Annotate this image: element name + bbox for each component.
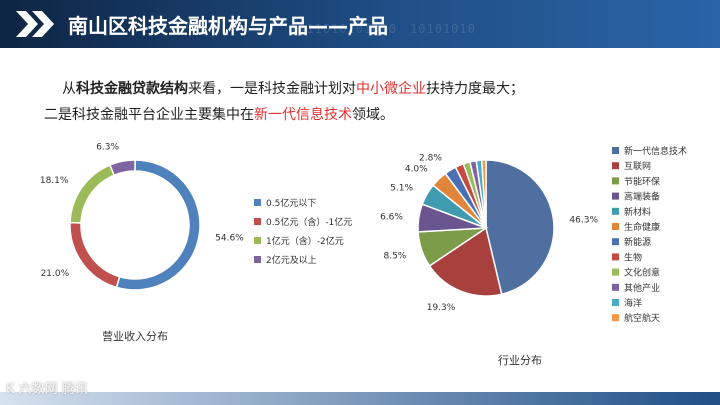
legend-entry-1: 新一代信息技术 <box>624 145 687 157</box>
data-label-5: 5.1% <box>390 183 413 193</box>
legend-swatch-1 <box>612 147 619 154</box>
data-label-2: 19.3% <box>427 303 456 313</box>
legend-swatch-8 <box>612 253 619 261</box>
legend-swatch-5 <box>612 207 619 215</box>
data-label-1: 46.3% <box>569 215 598 225</box>
legend-entry-2: 0.5亿元（含）-1亿元 <box>266 216 352 228</box>
watermark: K 六数网 腾讯 <box>6 382 88 397</box>
legend-swatch-3 <box>254 237 261 244</box>
legend-swatch-10 <box>612 283 619 291</box>
legend-swatch-2 <box>254 218 261 225</box>
data-label-7: 2.8% <box>419 154 442 164</box>
data-label-2: 21.0% <box>41 269 70 279</box>
legend-entry-2: 互联网 <box>624 161 651 172</box>
revenue-distribution-chart: 54.6% 21.0% 18.1% 6.3% 0.5亿元以下 0.5亿元（含）-1亿元 1亿… <box>40 143 352 343</box>
slice-1 <box>485 159 555 296</box>
slice-2 <box>428 226 503 297</box>
slice-4 <box>108 159 136 177</box>
legend-entry-7: 新能源 <box>624 236 651 248</box>
legend-entry-12: 航空航天 <box>624 312 660 324</box>
legend-entry-1: 0.5亿元以下 <box>266 197 316 209</box>
header-bar: 1011010101010 10101010 南山区科技金融机构与产品——产品 <box>0 0 720 48</box>
slice-1 <box>115 159 201 291</box>
legend-swatch-4 <box>612 192 619 200</box>
legend-swatch-11 <box>612 299 619 306</box>
legend-swatch-3 <box>612 177 619 185</box>
page-title: 南山区科技金融机构与产品——产品 <box>68 14 388 38</box>
legend-entry-4: 2亿元及以上 <box>266 254 317 266</box>
legend-swatch-2 <box>612 162 619 170</box>
double-chevron-icon <box>16 11 54 37</box>
legend-entry-6: 生命健康 <box>624 221 660 233</box>
legend-swatch-1 <box>254 199 261 206</box>
data-label-3: 8.5% <box>383 252 406 262</box>
legend-entry-3: 节能环保 <box>624 175 660 187</box>
chart-title: 营业收入分布 <box>102 329 168 343</box>
data-label-4: 6.6% <box>380 212 403 222</box>
data-label-1: 54.6% <box>215 234 244 244</box>
legend-swatch-4 <box>254 256 261 263</box>
legend-entry-8: 生物 <box>624 251 642 263</box>
data-label-4: 6.3% <box>96 143 119 153</box>
footer-band <box>0 392 720 405</box>
binary-decoration: 10101010 <box>410 22 476 36</box>
legend-entry-3: 1亿元（含）-2亿元 <box>266 235 344 247</box>
legend-swatch-6 <box>612 223 619 230</box>
chart-title: 行业分布 <box>498 354 542 367</box>
intro-line-2: 二是科技金融平台企业主要集中在新一代信息技术领域。 <box>44 107 394 123</box>
slice-2 <box>69 221 121 289</box>
legend-entry-5: 新材料 <box>624 206 651 218</box>
legend-entry-9: 文化创意 <box>624 267 660 279</box>
slice-3 <box>69 164 116 224</box>
legend-swatch-12 <box>612 314 619 322</box>
legend-swatch-9 <box>612 268 619 276</box>
data-label-3: 18.1% <box>40 176 69 186</box>
data-label-6: 4.0% <box>405 164 428 174</box>
binary-decoration: 1011010101010 <box>290 22 397 36</box>
slice-12 <box>480 159 487 229</box>
legend-entry-11: 海洋 <box>624 297 642 309</box>
legend-entry-4: 高端装备 <box>624 191 660 203</box>
industry-distribution-chart: 46.3% 19.3% 8.5% 6.6% 5.1% 4.0%2.8% 新一代信息技术互联网… <box>380 145 687 367</box>
intro-line-1: 从科技金融贷款结构来看，一是科技金融计划对中小微企业扶持力度最大； <box>62 81 524 97</box>
legend-swatch-7 <box>612 238 619 246</box>
legend-entry-10: 其他产业 <box>624 282 660 294</box>
